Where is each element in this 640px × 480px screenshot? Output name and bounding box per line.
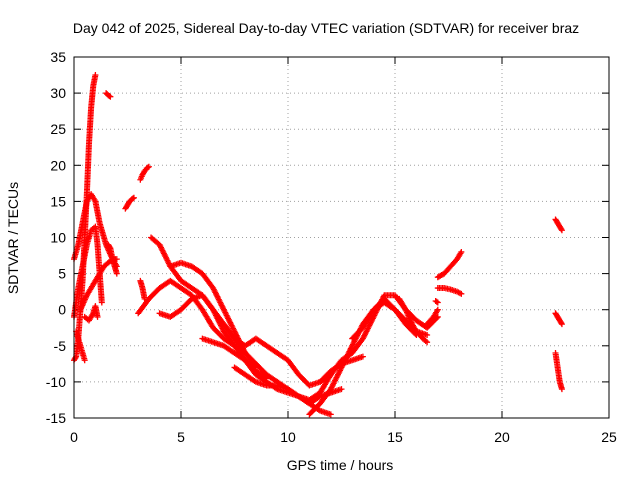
y-tick-label: 20 <box>50 157 66 173</box>
interpolated-point <box>106 244 113 251</box>
x-tick-label: 10 <box>280 429 296 445</box>
data-point <box>130 194 137 201</box>
x-tick-label: 20 <box>494 429 510 445</box>
data-point <box>81 357 88 364</box>
y-tick-label: -10 <box>46 374 66 390</box>
x-tick-label: 0 <box>70 429 78 445</box>
data-point <box>98 299 105 306</box>
x-tick-label: 15 <box>387 429 403 445</box>
interpolated-point <box>72 354 79 361</box>
data-point <box>107 93 114 100</box>
y-tick-label: 0 <box>58 302 66 318</box>
data-point <box>558 386 565 393</box>
interpolated-point <box>144 164 151 171</box>
interpolated-point <box>433 298 440 305</box>
interpolated-point <box>558 319 565 326</box>
x-axis-title: GPS time / hours <box>287 457 394 473</box>
interpolated-point <box>106 92 113 99</box>
data-point <box>94 313 101 320</box>
data-point <box>458 290 465 297</box>
x-tick-label: 25 <box>601 429 617 445</box>
data-point <box>458 248 465 255</box>
interpolated-point <box>129 195 136 202</box>
y-tick-label: 15 <box>50 193 66 209</box>
data-point <box>113 270 120 277</box>
grid <box>74 57 609 418</box>
tick-labels: 0 5 10 15 20 25 -15 -10 -5 0 5 10 15 20 25 30 35 <box>46 49 617 445</box>
chart-title: Day 042 of 2025, Sidereal Day-to-day VTE… <box>73 20 579 36</box>
data-point <box>558 227 565 234</box>
y-axis-title: SDTVAR / TECUs <box>5 182 21 294</box>
data-point <box>327 411 334 418</box>
data-point <box>424 331 431 338</box>
data-point <box>434 306 441 313</box>
data-point <box>338 386 345 393</box>
data-point <box>145 163 152 170</box>
y-tick-label: 35 <box>50 49 66 65</box>
data-point <box>424 339 431 346</box>
y-tick-label: 25 <box>50 121 66 137</box>
y-tick-label: 10 <box>50 230 66 246</box>
interpolated-point <box>558 226 565 233</box>
y-tick-label: -5 <box>54 338 67 354</box>
data-point <box>359 353 366 360</box>
plot-frame <box>73 56 610 419</box>
x-tick-label: 5 <box>177 429 185 445</box>
data-point <box>92 72 99 79</box>
data-point <box>558 321 565 328</box>
data-point <box>434 299 441 306</box>
y-tick-label: 30 <box>50 85 66 101</box>
data-points <box>71 72 565 418</box>
y-tick-label: -15 <box>46 410 66 426</box>
y-tick-label: 5 <box>58 266 66 282</box>
